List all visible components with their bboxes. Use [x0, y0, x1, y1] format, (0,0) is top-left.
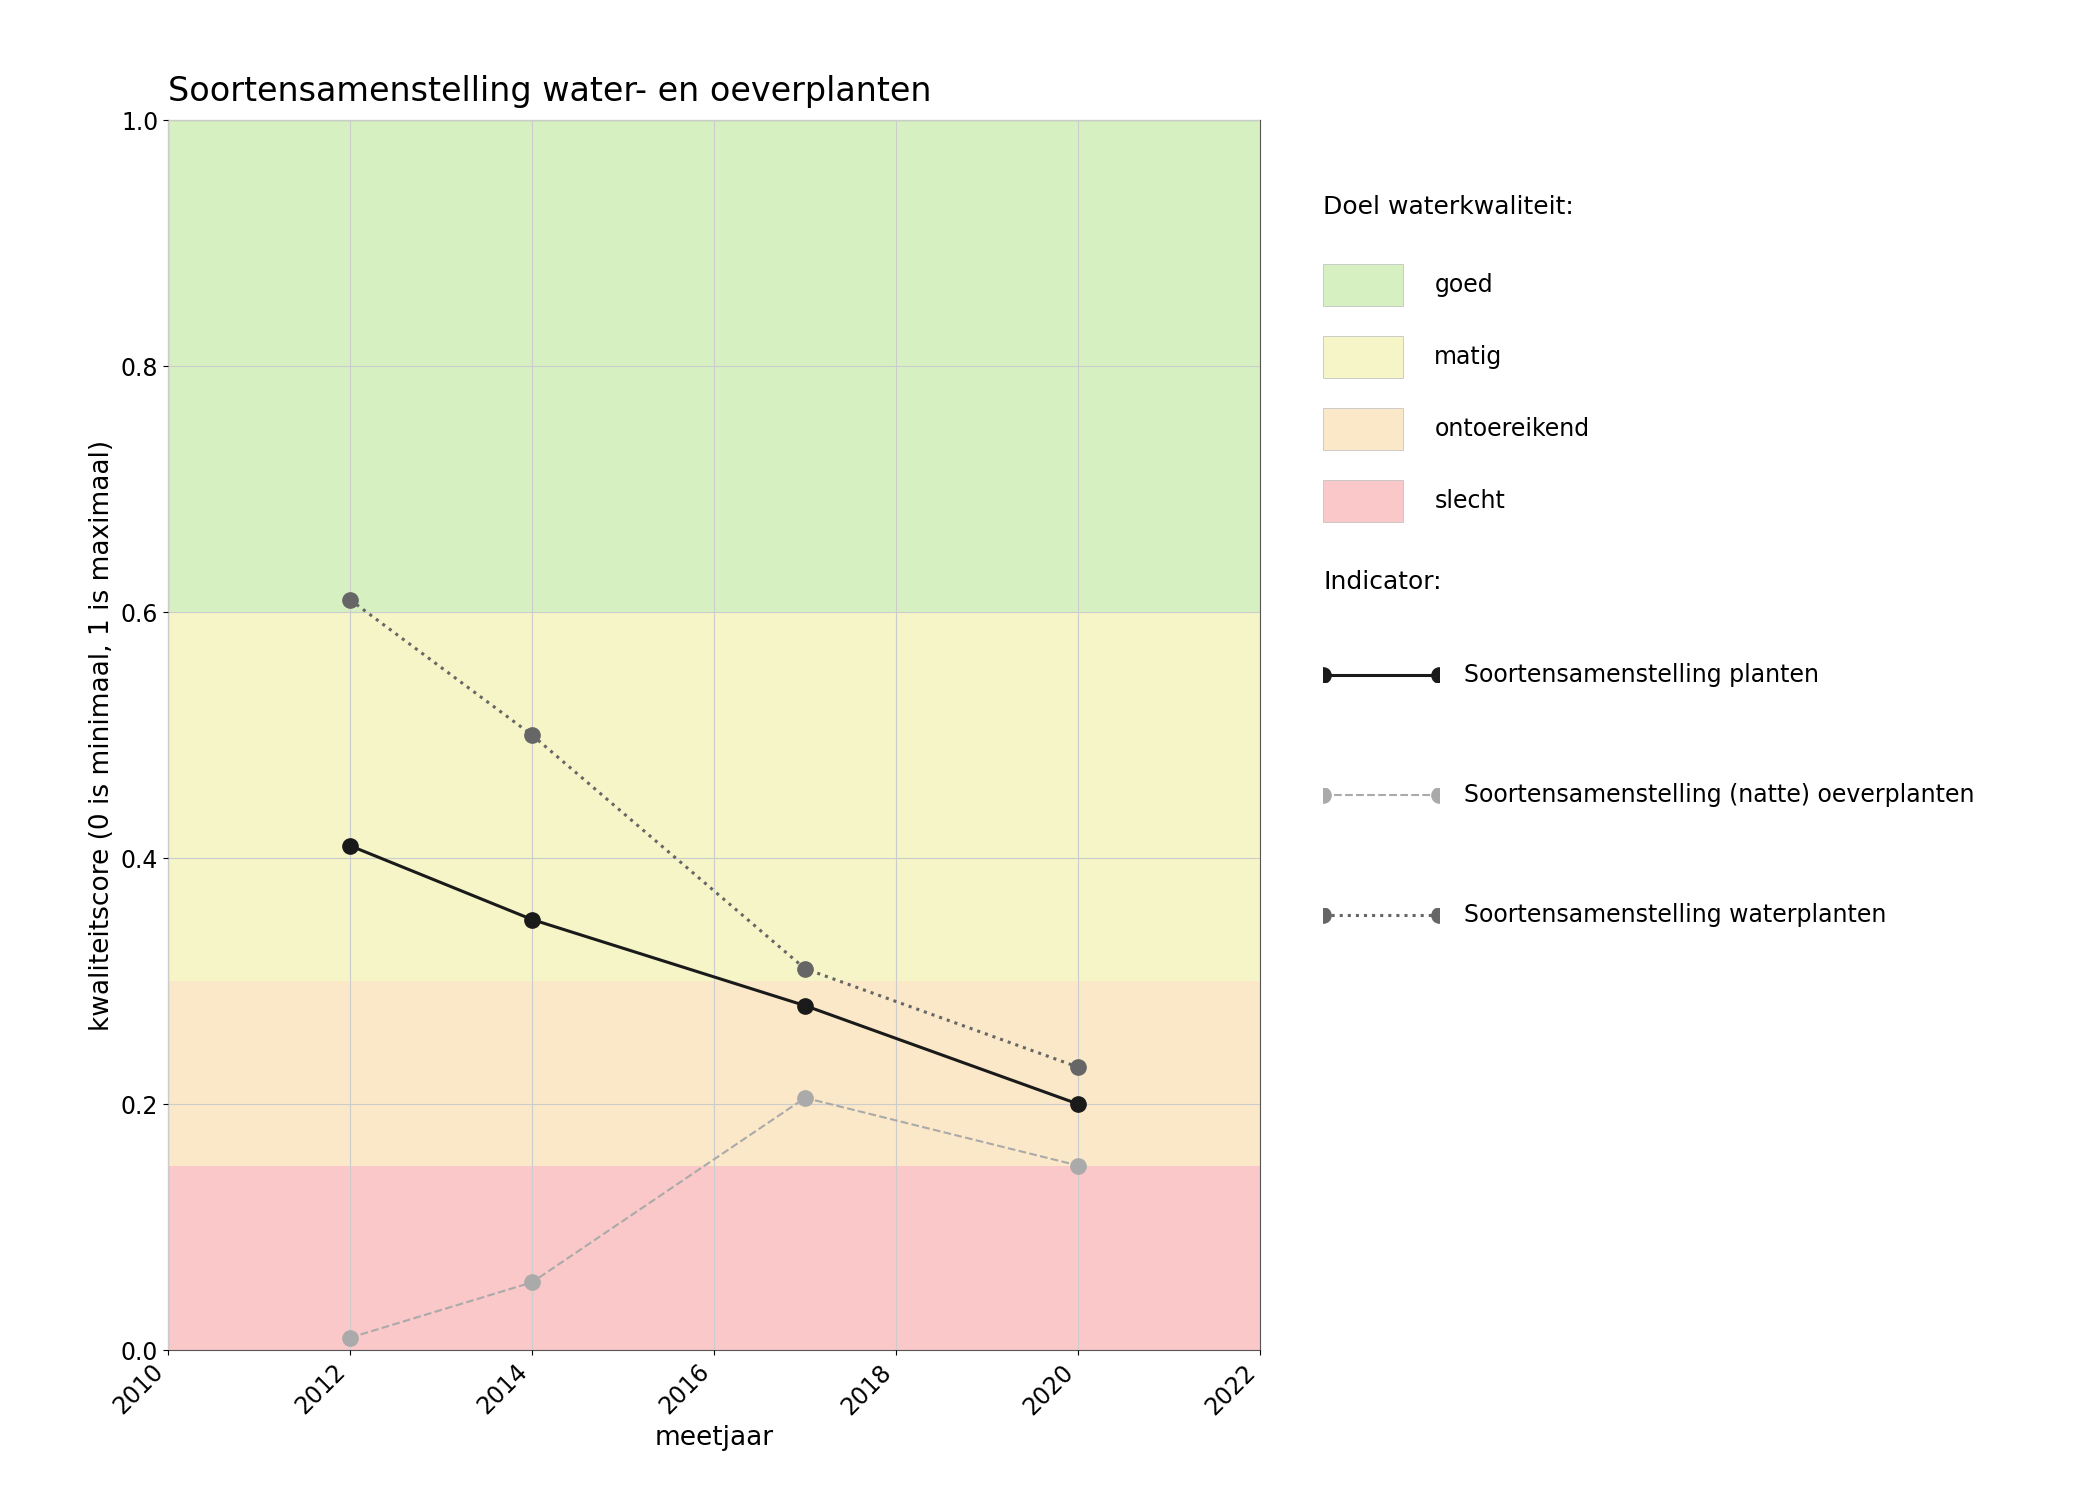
Bar [168, 1166, 1260, 1350]
Y-axis label: kwaliteitscore (0 is minimaal, 1 is maximaal): kwaliteitscore (0 is minimaal, 1 is maxi… [88, 440, 116, 1030]
Text: Soortensamenstelling water- en oeverplanten: Soortensamenstelling water- en oeverplan… [168, 75, 932, 108]
Text: Indicator:: Indicator: [1323, 570, 1441, 594]
Bar [168, 612, 1260, 981]
Text: Doel waterkwaliteit:: Doel waterkwaliteit: [1323, 195, 1573, 219]
Text: goed: goed [1434, 273, 1493, 297]
X-axis label: meetjaar: meetjaar [655, 1425, 773, 1450]
Text: Soortensamenstelling (natte) oeverplanten: Soortensamenstelling (natte) oeverplante… [1464, 783, 1974, 807]
Text: matig: matig [1434, 345, 1504, 369]
Text: Soortensamenstelling planten: Soortensamenstelling planten [1464, 663, 1819, 687]
Bar [168, 981, 1260, 1166]
Text: slecht: slecht [1434, 489, 1506, 513]
Text: Soortensamenstelling waterplanten: Soortensamenstelling waterplanten [1464, 903, 1886, 927]
Text: ontoereikend: ontoereikend [1434, 417, 1590, 441]
Bar [168, 120, 1260, 612]
